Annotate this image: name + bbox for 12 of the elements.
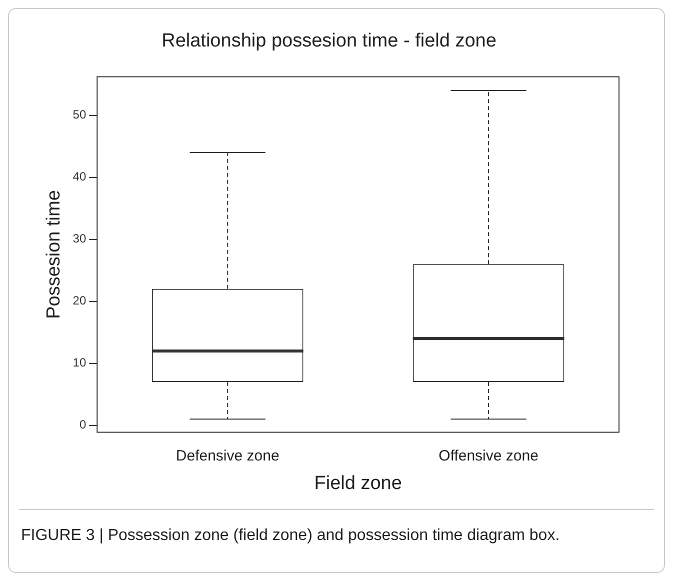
y-tick-label: 50 xyxy=(72,108,86,122)
y-tick-label: 10 xyxy=(72,356,86,370)
x-axis-title: Field zone xyxy=(314,472,402,494)
y-tick-label: 40 xyxy=(72,170,86,184)
y-axis-title: Possesion time xyxy=(44,190,65,319)
y-tick-label: 30 xyxy=(72,232,86,246)
caption: FIGURE 3 | Possession zone (field zone) and possession time diagram box. xyxy=(21,527,561,545)
y-tick-label: 20 xyxy=(72,294,86,308)
chart-title: Relationship possesion time - field zone xyxy=(162,30,496,52)
y-tick-label: 0 xyxy=(79,418,86,432)
x-tick-label: Defensive zone xyxy=(176,447,280,464)
x-tick-label: Offensive zone xyxy=(438,447,538,464)
